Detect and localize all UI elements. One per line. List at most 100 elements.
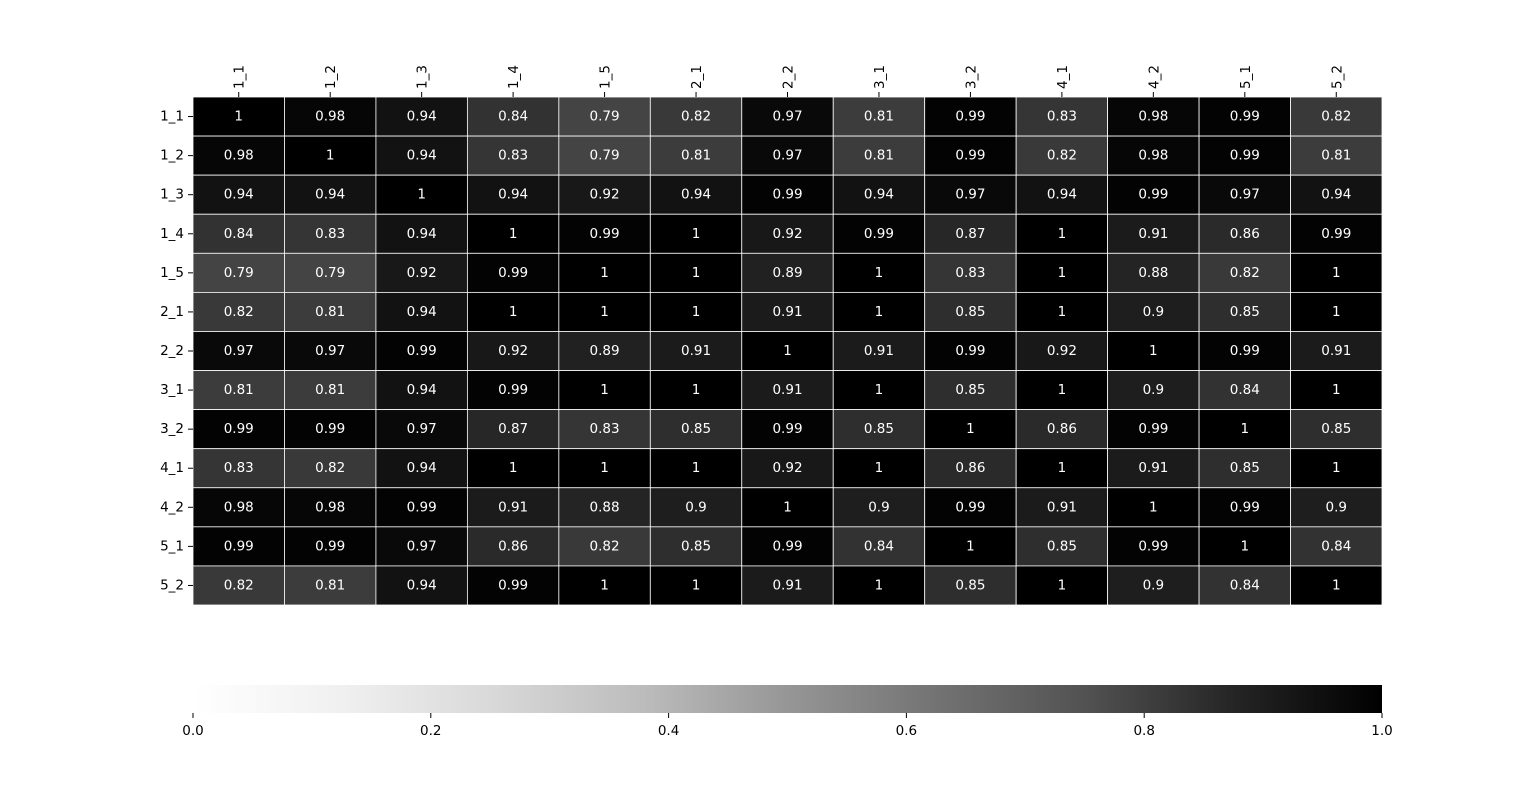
heatmap-cell-5_1-2_2 [741,526,834,567]
heatmap-cell-4_2-3_1 [832,487,926,528]
heatmap-cell-1_4-1_1 [192,213,285,254]
cell-value-label: 0.84 [224,226,254,242]
x-tick-label-1_4: 1_4 [506,65,522,89]
cell-value-label: 0.81 [681,148,711,164]
heatmap-cell-3_1-3_2 [924,370,1017,411]
heatmap-cell-4_1-2_2 [741,448,834,489]
cell-value-label: 0.91 [772,304,802,320]
cell-value-label: 0.91 [1047,499,1077,515]
heatmap-cell-1_3-1_1 [192,174,285,215]
heatmap-cell-3_2-1_1 [192,409,285,450]
cell-value-label: 0.86 [1230,226,1260,242]
cell-value-label: 0.81 [315,304,345,320]
cell-value-label: 0.92 [590,187,620,203]
cell-value-label: 0.83 [498,148,528,164]
x-tick-label-5_1: 5_1 [1238,65,1254,89]
heatmap-cell-2_2-1_4 [466,331,560,371]
cell-value-label: 0.94 [407,148,437,164]
cell-value-label: 0.94 [407,226,437,242]
cell-value-label: 0.91 [498,499,528,515]
cell-value-label: 0.85 [955,304,985,320]
cell-value-label: 1 [1332,460,1341,476]
cell-value-label: 0.89 [590,343,620,359]
cell-value-label: 0.85 [955,382,985,398]
heatmap-cell-1_2-4_1 [1015,135,1109,176]
heatmap-cell-4_2-1_4 [466,487,560,528]
cell-value-label: 0.81 [864,109,894,125]
cell-value-label: 0.98 [1138,148,1168,164]
heatmap-cell-1_5-2_2 [741,252,834,293]
x-tick-label-4_1: 4_1 [1055,65,1071,89]
cell-value-label: 0.99 [772,421,802,437]
heatmap-cell-1_5-1_2 [284,252,377,293]
cell-value-label: 1 [783,499,792,515]
cell-value-label: 0.92 [772,460,802,476]
cell-value-label: 0.99 [1321,226,1351,242]
cell-value-label: 0.99 [1138,538,1168,554]
heatmap-cell-3_1-4_2 [1107,370,1200,411]
heatmap-cell-1_4-4_1 [1015,213,1109,254]
heatmap-cell-1_4-1_4 [466,213,560,254]
y-tick-label-1_1: 1_1 [160,109,184,125]
heatmap-cell-5_1-3_2 [924,526,1017,567]
cell-value-label: 0.83 [224,460,254,476]
cell-value-label: 0.87 [498,421,528,437]
heatmap-cell-1_5-5_2 [1290,252,1383,293]
cell-value-label: 0.97 [1230,187,1260,203]
cell-value-label: 0.82 [681,109,711,125]
colorbar-tick-label: 0.6 [896,723,917,739]
cell-value-label: 1 [1058,226,1067,242]
cell-value-label: 1 [1332,577,1341,593]
heatmap-cell-3_2-5_1 [1198,409,1291,450]
heatmap-cell-1_2-2_1 [649,135,743,176]
cell-value-label: 1 [509,226,518,242]
cell-value-label: 0.97 [955,187,985,203]
cell-value-label: 0.99 [498,382,528,398]
heatmap-cell-4_1-1_2 [284,448,377,489]
heatmap-cell-5_1-1_2 [284,526,377,567]
heatmap-cell-2_2-2_1 [649,331,743,371]
colorbar-tick-label: 0.2 [420,723,441,739]
y-tick-label-4_2: 4_2 [160,499,184,515]
cell-value-label: 0.84 [864,538,894,554]
heatmap-cell-5_2-5_1 [1198,565,1291,606]
cell-value-label: 0.82 [315,460,345,476]
y-axis-left: 1_1 1_2 1_3 1_4 1_5 2_1 2_2 3_1 3_2 4_1 4_2 5_1 5_2 [160,109,193,593]
heatmap-cell-4_1-1_1 [192,448,285,489]
cell-value-label: 0.82 [224,304,254,320]
cell-value-label: 1 [600,460,609,476]
cell-value-label: 0.97 [772,109,802,125]
colorbar-tick-label: 0.8 [1133,723,1154,739]
cell-value-label: 0.85 [1321,421,1351,437]
cell-value-label: 0.88 [590,499,620,515]
cell-value-label: 0.99 [864,226,894,242]
cell-value-label: 1 [600,304,609,320]
cell-value-label: 0.85 [1047,538,1077,554]
x-tick-label-1_5: 1_5 [598,65,614,89]
cell-value-label: 0.94 [315,187,345,203]
cell-value-label: 0.99 [772,538,802,554]
cell-value-label: 0.99 [1138,187,1168,203]
x-tick-label-5_2: 5_2 [1329,65,1345,89]
cell-value-label: 0.91 [1138,226,1168,242]
cell-value-label: 0.99 [315,538,345,554]
cell-value-label: 0.88 [1138,265,1168,281]
cell-value-label: 1 [1058,460,1067,476]
cell-value-label: 0.85 [681,421,711,437]
cell-value-label: 0.9 [868,499,889,515]
heatmap-cell-4_2-1_2 [284,487,377,528]
cell-value-label: 0.86 [1047,421,1077,437]
heatmap-cell-1_4-5_2 [1290,213,1383,254]
heatmap-cell-2_2-3_2 [924,331,1017,371]
cell-value-label: 1 [875,265,884,281]
colorbar-gradient [193,685,1382,713]
cell-value-label: 0.94 [407,304,437,320]
cell-value-label: 0.92 [772,226,802,242]
cell-value-label: 0.82 [590,538,620,554]
cell-value-label: 0.84 [1230,577,1260,593]
heatmap-cell-5_1-1_3 [375,526,468,567]
cell-value-label: 1 [692,265,701,281]
heatmap-cell-2_1-1_4 [466,291,560,332]
cell-value-label: 0.97 [315,343,345,359]
cell-value-label: 0.81 [315,382,345,398]
